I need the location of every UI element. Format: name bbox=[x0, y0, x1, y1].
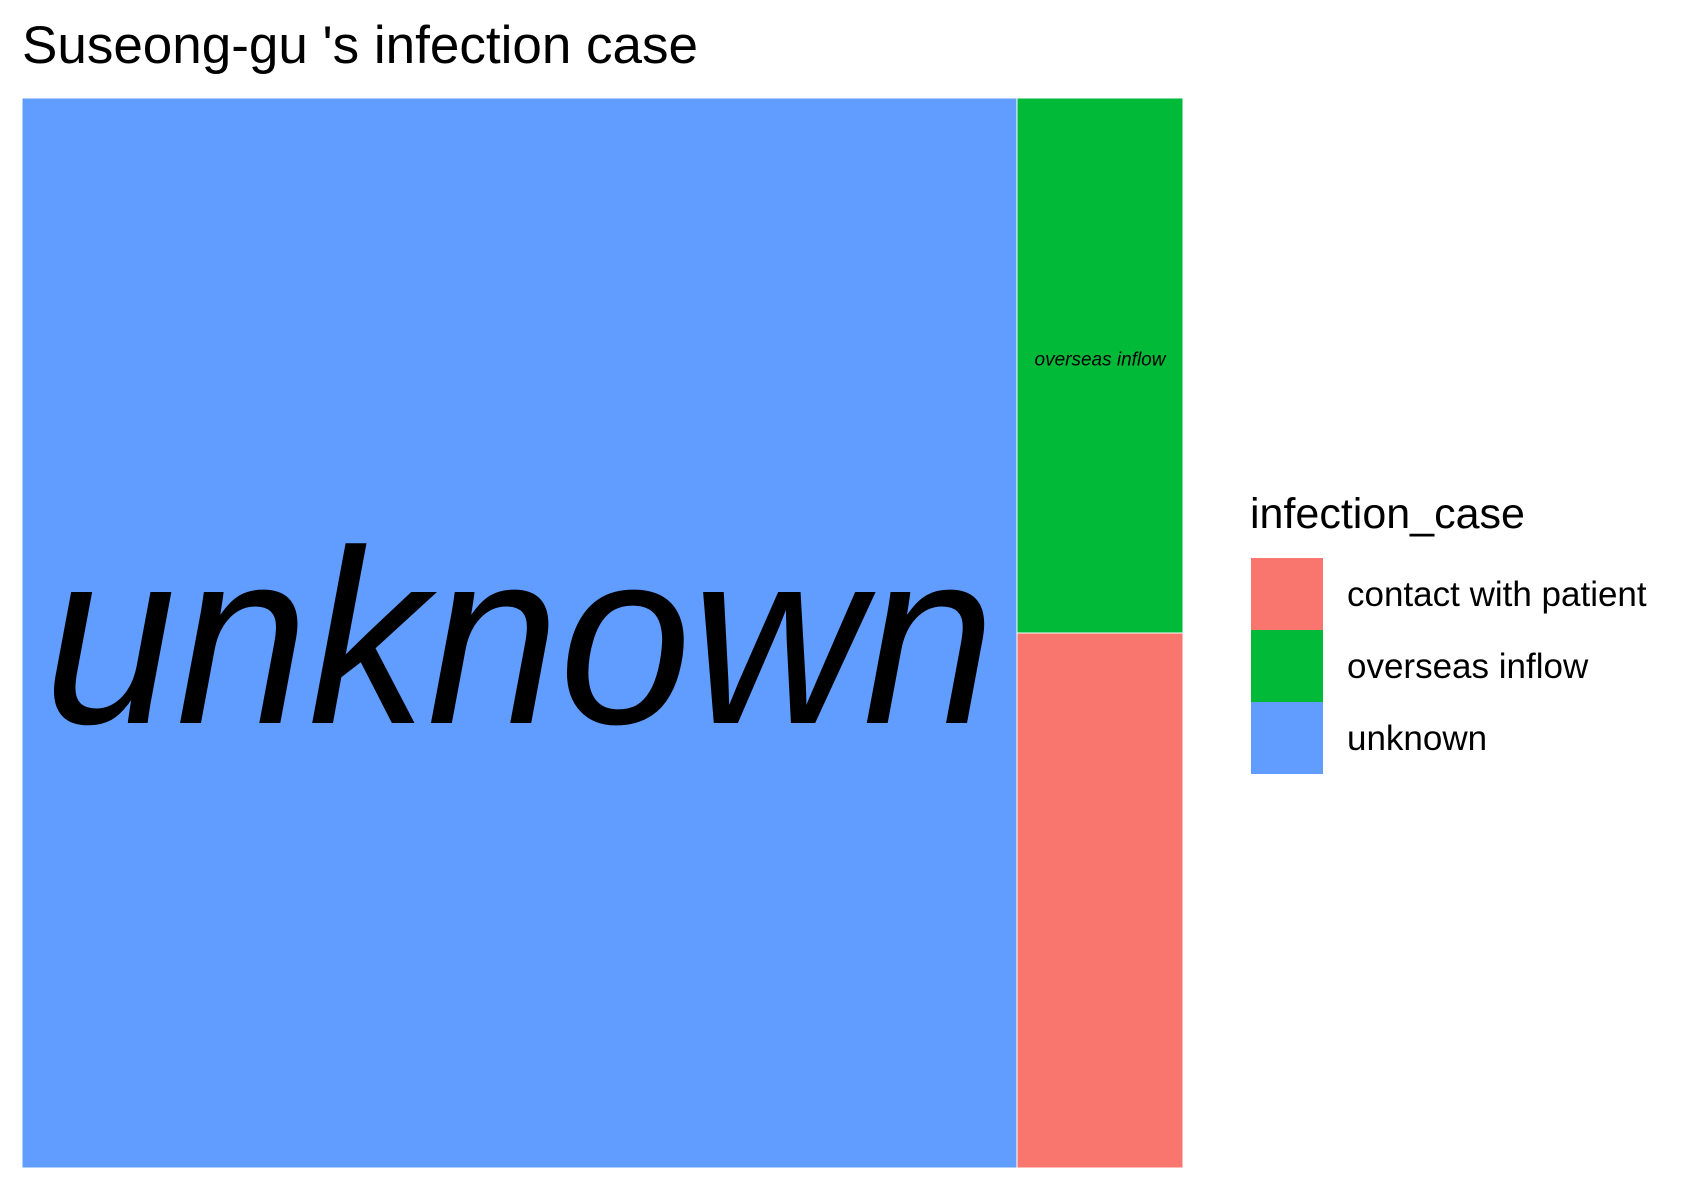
legend-label-overseas-inflow: overseas inflow bbox=[1347, 647, 1589, 686]
tile-overseas-inflow bbox=[1016, 97, 1184, 634]
legend-key-unknown bbox=[1251, 702, 1323, 774]
treemap-tiles: unknown overseas inflow bbox=[21, 97, 1184, 1169]
legend-title: infection_case bbox=[1250, 490, 1525, 538]
tile-label-overseas-inflow: overseas inflow bbox=[1035, 350, 1167, 371]
legend-label-contact-with-patient: contact with patient bbox=[1347, 575, 1647, 614]
legend-key-contact-with-patient bbox=[1251, 558, 1323, 630]
chart-title: Suseong-gu 's infection case bbox=[22, 16, 698, 75]
legend-label-unknown: unknown bbox=[1347, 719, 1487, 758]
tile-unknown bbox=[21, 97, 1018, 1169]
tile-contact-with-patient bbox=[1016, 632, 1184, 1169]
legend: infection_case contact with patient overs… bbox=[1250, 490, 1647, 774]
legend-key-overseas-inflow bbox=[1251, 630, 1323, 702]
tile-label-unknown: unknown bbox=[44, 498, 995, 776]
